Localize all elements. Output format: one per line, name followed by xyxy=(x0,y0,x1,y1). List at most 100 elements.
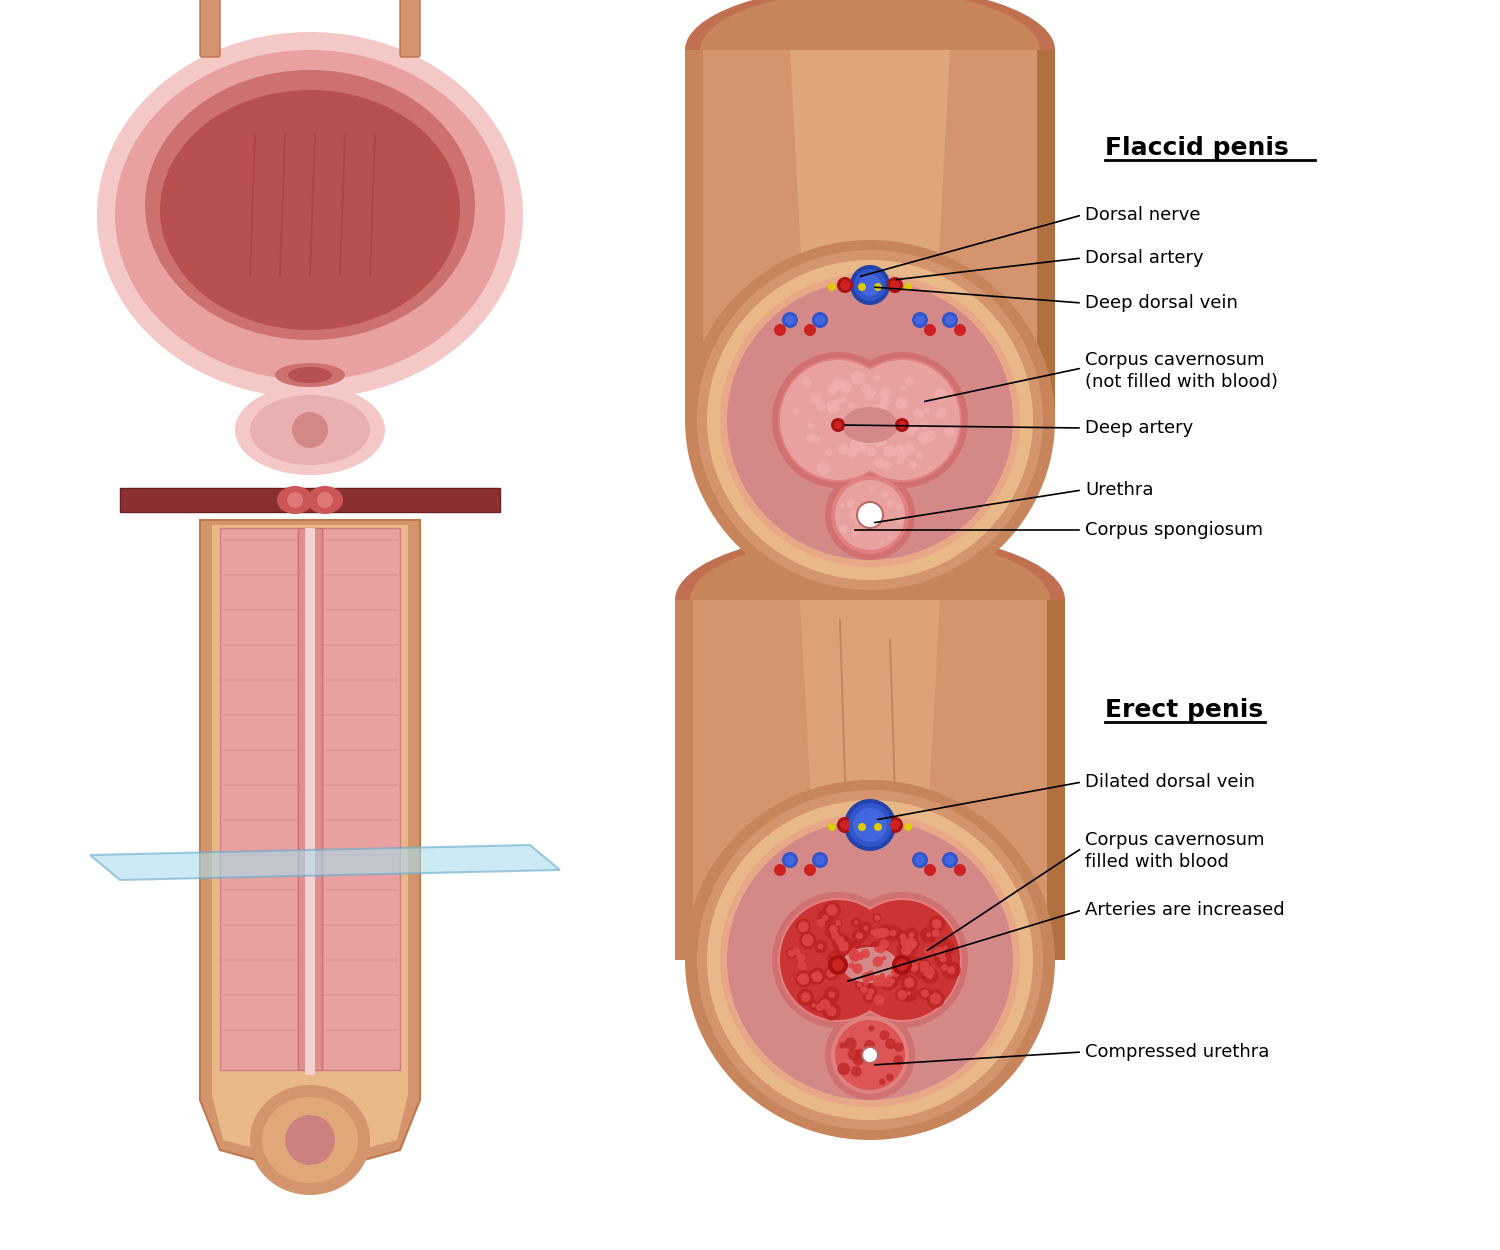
Circle shape xyxy=(831,1016,909,1094)
Circle shape xyxy=(794,408,800,415)
Circle shape xyxy=(796,952,806,962)
Circle shape xyxy=(936,408,946,419)
Circle shape xyxy=(878,942,888,954)
Circle shape xyxy=(836,480,904,550)
Circle shape xyxy=(902,945,912,956)
Ellipse shape xyxy=(720,272,1020,568)
Circle shape xyxy=(945,315,956,325)
Circle shape xyxy=(924,324,936,336)
Circle shape xyxy=(831,932,849,950)
Circle shape xyxy=(853,920,858,925)
Circle shape xyxy=(825,470,915,560)
Circle shape xyxy=(879,939,890,949)
Circle shape xyxy=(874,436,884,445)
Circle shape xyxy=(839,1042,846,1049)
Circle shape xyxy=(831,931,840,940)
Circle shape xyxy=(922,968,939,985)
Circle shape xyxy=(833,378,844,390)
Circle shape xyxy=(880,540,885,544)
Polygon shape xyxy=(304,528,315,1075)
Circle shape xyxy=(954,324,966,336)
Circle shape xyxy=(915,959,920,964)
Circle shape xyxy=(873,929,882,938)
Circle shape xyxy=(944,426,954,438)
Circle shape xyxy=(847,449,856,459)
Circle shape xyxy=(900,955,918,972)
Circle shape xyxy=(904,978,915,988)
Circle shape xyxy=(926,990,945,1008)
Circle shape xyxy=(873,929,882,939)
Circle shape xyxy=(879,405,886,412)
Circle shape xyxy=(840,380,852,392)
Polygon shape xyxy=(693,600,1047,960)
Circle shape xyxy=(918,431,930,444)
Circle shape xyxy=(830,925,839,934)
Circle shape xyxy=(930,992,940,1005)
Circle shape xyxy=(807,422,814,429)
Circle shape xyxy=(802,376,812,386)
Circle shape xyxy=(874,440,882,448)
Circle shape xyxy=(874,915,880,921)
Circle shape xyxy=(942,853,958,868)
Circle shape xyxy=(834,919,842,928)
Circle shape xyxy=(855,411,864,419)
Circle shape xyxy=(902,975,918,991)
Circle shape xyxy=(892,1055,903,1065)
Circle shape xyxy=(859,429,870,439)
Circle shape xyxy=(909,962,920,972)
Circle shape xyxy=(800,978,807,984)
Circle shape xyxy=(849,950,859,960)
Circle shape xyxy=(906,938,916,950)
Circle shape xyxy=(876,421,885,430)
Circle shape xyxy=(856,510,862,516)
Circle shape xyxy=(795,919,812,934)
Polygon shape xyxy=(322,528,400,1070)
Circle shape xyxy=(850,371,864,385)
Circle shape xyxy=(844,959,859,972)
Circle shape xyxy=(864,926,868,930)
Circle shape xyxy=(896,398,908,410)
Circle shape xyxy=(792,948,801,955)
Circle shape xyxy=(924,966,934,978)
Circle shape xyxy=(824,901,842,919)
Ellipse shape xyxy=(720,812,1020,1108)
Circle shape xyxy=(849,411,859,422)
Circle shape xyxy=(918,988,932,1000)
Circle shape xyxy=(896,930,910,944)
Ellipse shape xyxy=(146,70,476,340)
Ellipse shape xyxy=(686,780,1054,1140)
Circle shape xyxy=(861,431,873,442)
Circle shape xyxy=(898,936,910,949)
Circle shape xyxy=(878,970,888,980)
Circle shape xyxy=(896,959,908,971)
Circle shape xyxy=(879,945,886,952)
Ellipse shape xyxy=(116,50,506,380)
Circle shape xyxy=(830,930,842,941)
Circle shape xyxy=(795,970,812,988)
Circle shape xyxy=(908,991,910,995)
Circle shape xyxy=(839,525,849,534)
Circle shape xyxy=(915,315,926,325)
Circle shape xyxy=(944,945,948,950)
Circle shape xyxy=(873,975,885,986)
Circle shape xyxy=(856,982,862,988)
Ellipse shape xyxy=(251,395,370,465)
Circle shape xyxy=(859,976,873,989)
Circle shape xyxy=(897,458,904,465)
Polygon shape xyxy=(120,488,500,512)
Circle shape xyxy=(908,961,920,972)
Circle shape xyxy=(890,961,909,981)
Text: Corpus spongiosum: Corpus spongiosum xyxy=(1084,521,1263,539)
Circle shape xyxy=(904,378,914,386)
Circle shape xyxy=(874,946,880,952)
Circle shape xyxy=(846,499,855,508)
Circle shape xyxy=(864,428,877,440)
Circle shape xyxy=(928,916,945,932)
Circle shape xyxy=(861,949,870,959)
Circle shape xyxy=(849,510,858,519)
Text: Urethra: Urethra xyxy=(1084,481,1154,499)
Circle shape xyxy=(871,955,883,968)
Circle shape xyxy=(927,974,933,979)
Circle shape xyxy=(867,436,876,445)
Circle shape xyxy=(285,1115,334,1165)
